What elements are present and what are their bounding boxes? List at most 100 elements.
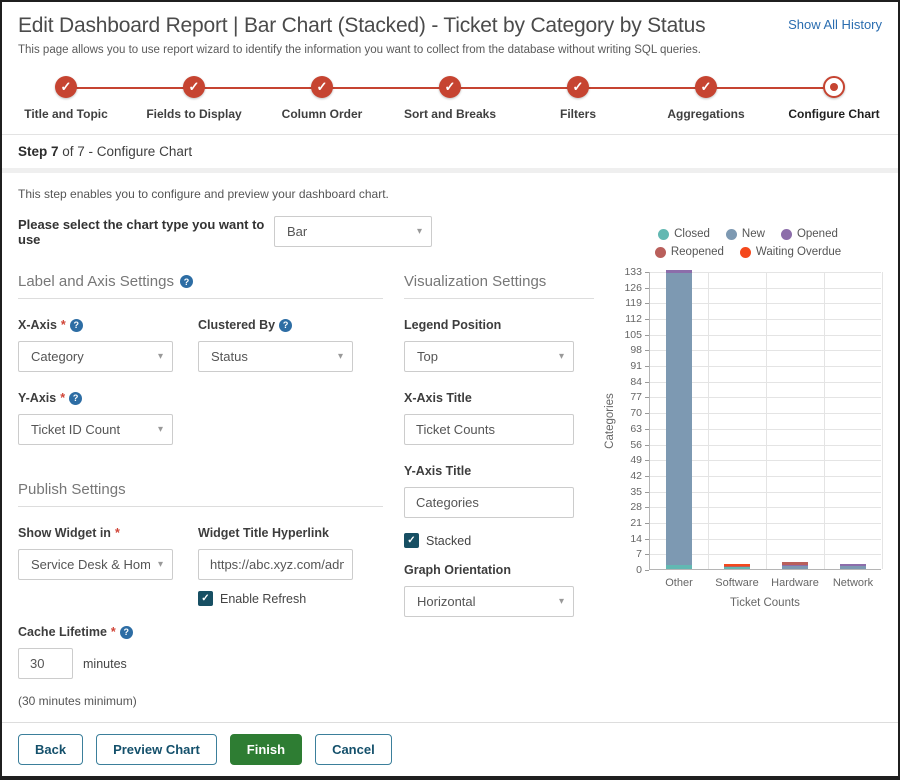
bar-segment <box>724 567 750 569</box>
y-axis-tick-label: 56 <box>630 439 642 451</box>
y-axis-tick-label: 28 <box>630 501 642 513</box>
help-icon[interactable] <box>279 319 292 332</box>
y-axis-tick-label: 98 <box>630 344 642 356</box>
chart-y-axis-title: Categories <box>604 393 616 449</box>
y-axis-tick-mark <box>645 554 649 555</box>
widget-title-hyperlink-label: Widget Title Hyperlink <box>198 526 353 540</box>
show-all-history-link[interactable]: Show All History <box>788 17 882 32</box>
y-axis-tick-mark <box>645 429 649 430</box>
stepper-step-aggregations[interactable]: Aggregations <box>642 76 770 121</box>
legend-item: New <box>726 228 765 240</box>
footer-toolbar: Back Preview Chart Finish Cancel <box>2 722 898 776</box>
y-axis-tick-mark <box>645 366 649 367</box>
graph-orientation-label: Graph Orientation <box>404 563 574 577</box>
help-icon[interactable] <box>180 275 193 288</box>
bar-segment <box>840 564 866 566</box>
cache-minimum-note: (30 minutes minimum) <box>18 694 404 708</box>
legend-dot-icon <box>655 247 666 258</box>
clustered-by-select[interactable]: Status <box>198 341 353 372</box>
cache-lifetime-input[interactable] <box>18 648 73 679</box>
cancel-button[interactable]: Cancel <box>315 734 392 765</box>
enable-refresh-checkbox[interactable]: Enable Refresh <box>198 591 353 606</box>
widget-title-hyperlink-input[interactable] <box>198 549 353 580</box>
y-axis-select[interactable]: Ticket ID Count <box>18 414 173 445</box>
y-axis-tick-label: 49 <box>630 454 642 466</box>
y-axis-tick-label: 42 <box>630 470 642 482</box>
x-axis-category-label: Other <box>665 577 693 589</box>
show-widget-in-label: Show Widget in* <box>18 526 173 540</box>
back-button[interactable]: Back <box>18 734 83 765</box>
help-icon[interactable] <box>69 392 82 405</box>
y-axis-tick-label: 77 <box>630 391 642 403</box>
x-axis-title-input[interactable] <box>404 414 574 445</box>
clustered-by-label: Clustered By <box>198 318 353 332</box>
y-axis-tick-label: 0 <box>636 564 642 576</box>
stepper-step-fields-to-display[interactable]: Fields to Display <box>130 76 258 121</box>
step-description: This step enables you to configure and p… <box>18 187 882 201</box>
gridline <box>882 272 883 569</box>
current-step-icon <box>823 76 845 98</box>
y-axis-tick-mark <box>645 288 649 289</box>
y-axis-tick-mark <box>645 476 649 477</box>
stepper-step-column-order[interactable]: Column Order <box>258 76 386 121</box>
y-axis-tick-mark <box>645 539 649 540</box>
chart-plot: 0714212835424956637077849198105112119126… <box>649 272 881 570</box>
bar-segment <box>724 564 750 567</box>
y-axis-tick-mark <box>645 335 649 336</box>
stepper-step-title-and-topic[interactable]: Title and Topic <box>2 76 130 121</box>
gridline <box>766 272 767 569</box>
checked-checkbox-icon <box>198 591 213 606</box>
check-icon <box>55 76 77 98</box>
bar-segment <box>782 566 808 569</box>
page-title: Edit Dashboard Report | Bar Chart (Stack… <box>18 14 705 38</box>
page-header: Edit Dashboard Report | Bar Chart (Stack… <box>2 2 898 56</box>
y-axis-tick-mark <box>645 350 649 351</box>
legend-label: Opened <box>797 228 838 240</box>
help-icon[interactable] <box>120 626 133 639</box>
label-axis-publish-column: Label and Axis Settings X-Axis* Category <box>18 273 404 762</box>
stepper-step-sort-and-breaks[interactable]: Sort and Breaks <box>386 76 514 121</box>
stacked-checkbox[interactable]: Stacked <box>404 533 594 548</box>
stepper-step-configure-chart[interactable]: Configure Chart <box>770 76 898 121</box>
chart-legend: Closed New Opened Reopened Waiting Overdue <box>617 228 879 258</box>
y-axis-tick-label: 70 <box>630 407 642 419</box>
legend-position-select[interactable]: Top <box>404 341 574 372</box>
label-axis-settings-heading: Label and Axis Settings <box>18 273 383 299</box>
legend-dot-icon <box>740 247 751 258</box>
legend-item: Closed <box>658 228 710 240</box>
check-icon <box>695 76 717 98</box>
chart-preview: Closed New Opened Reopened Waiting Overdue C… <box>603 228 893 609</box>
legend-label: Reopened <box>671 246 724 258</box>
y-axis-label: Y-Axis* <box>18 391 173 405</box>
legend-label: Waiting Overdue <box>756 246 841 258</box>
stepper-step-filters[interactable]: Filters <box>514 76 642 121</box>
chart-type-label: Please select the chart type you want to… <box>18 217 274 247</box>
show-widget-in-select[interactable]: Service Desk & Hom... <box>18 549 173 580</box>
finish-button[interactable]: Finish <box>230 734 302 765</box>
x-axis-select[interactable]: Category <box>18 341 173 372</box>
y-axis-tick-mark <box>645 413 649 414</box>
step-number: Step 7 <box>18 144 59 159</box>
legend-position-label: Legend Position <box>404 318 574 332</box>
chart-type-select[interactable]: Bar <box>274 216 432 247</box>
help-icon[interactable] <box>70 319 83 332</box>
legend-dot-icon <box>781 229 792 240</box>
graph-orientation-select[interactable]: Horizontal <box>404 586 574 617</box>
bar-segment <box>666 273 692 564</box>
y-axis-tick-label: 14 <box>630 533 642 545</box>
preview-chart-button[interactable]: Preview Chart <box>96 734 217 765</box>
check-icon <box>311 76 333 98</box>
y-axis-title-input[interactable] <box>404 487 574 518</box>
y-axis-title-label: Y-Axis Title <box>404 464 574 478</box>
y-axis-tick-mark <box>645 460 649 461</box>
y-axis-tick-label: 35 <box>630 486 642 498</box>
y-axis-tick-mark <box>645 397 649 398</box>
legend-item: Reopened <box>655 246 724 258</box>
y-axis-tick-label: 112 <box>625 313 642 325</box>
legend-item: Waiting Overdue <box>740 246 841 258</box>
y-axis-tick-mark <box>645 570 649 571</box>
y-axis-tick-label: 133 <box>624 266 642 278</box>
y-axis-tick-mark <box>645 319 649 320</box>
y-axis-tick-label: 7 <box>636 548 642 560</box>
x-axis-category-label: Network <box>833 577 873 589</box>
